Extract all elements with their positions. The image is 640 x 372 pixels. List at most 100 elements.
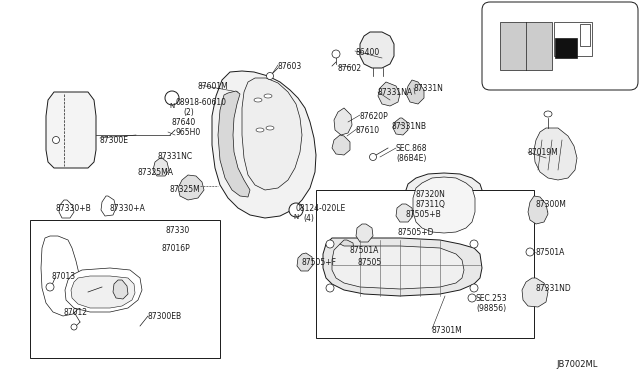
Text: 87325MA: 87325MA: [138, 168, 174, 177]
Circle shape: [46, 283, 54, 291]
Text: SEC.868: SEC.868: [396, 144, 428, 153]
Polygon shape: [356, 224, 373, 242]
Polygon shape: [534, 128, 577, 180]
Text: 87505: 87505: [358, 258, 382, 267]
Circle shape: [470, 284, 478, 292]
Polygon shape: [396, 204, 413, 222]
Text: 965H0: 965H0: [176, 128, 201, 137]
Polygon shape: [178, 175, 204, 200]
Ellipse shape: [544, 111, 552, 117]
Ellipse shape: [264, 94, 272, 98]
Circle shape: [470, 240, 478, 248]
Bar: [30, 220, 220, 358]
Text: (4): (4): [303, 214, 314, 223]
Ellipse shape: [256, 128, 264, 132]
Polygon shape: [393, 118, 408, 135]
Ellipse shape: [266, 126, 274, 130]
Polygon shape: [332, 135, 350, 155]
Circle shape: [326, 284, 334, 292]
Text: (2): (2): [183, 108, 194, 117]
Polygon shape: [323, 238, 482, 296]
Polygon shape: [153, 158, 169, 176]
Text: 87301M: 87301M: [432, 326, 463, 335]
Polygon shape: [113, 280, 128, 299]
Polygon shape: [334, 108, 352, 135]
Polygon shape: [41, 236, 82, 316]
Text: 87505+B: 87505+B: [405, 210, 441, 219]
Bar: [580, 24, 590, 46]
Text: 87640: 87640: [172, 118, 196, 127]
Text: 86400: 86400: [355, 48, 380, 57]
Text: 87330+B: 87330+B: [55, 204, 91, 213]
Text: 87013: 87013: [52, 272, 76, 281]
Bar: [500, 22, 552, 70]
Polygon shape: [332, 244, 464, 289]
Text: JB7002ML: JB7002ML: [557, 360, 598, 369]
Text: 87300M: 87300M: [535, 200, 566, 209]
Text: 87300E: 87300E: [100, 136, 129, 145]
Polygon shape: [65, 268, 142, 312]
Polygon shape: [242, 78, 302, 190]
Text: (98856): (98856): [476, 304, 506, 313]
Text: 87331NC: 87331NC: [158, 152, 193, 161]
Polygon shape: [297, 253, 313, 271]
Text: 87620P: 87620P: [360, 112, 388, 121]
Text: N: N: [293, 214, 298, 220]
Polygon shape: [413, 177, 475, 233]
Polygon shape: [59, 200, 74, 218]
Circle shape: [326, 240, 334, 248]
Circle shape: [289, 203, 303, 217]
Polygon shape: [360, 32, 394, 68]
Polygon shape: [404, 173, 484, 238]
Text: SEC.253: SEC.253: [476, 294, 508, 303]
FancyBboxPatch shape: [482, 2, 638, 90]
Text: 87610: 87610: [355, 126, 379, 135]
Polygon shape: [528, 196, 548, 224]
Text: 87505+F: 87505+F: [302, 258, 337, 267]
Polygon shape: [212, 71, 316, 218]
Polygon shape: [71, 276, 135, 308]
Text: 87602: 87602: [338, 64, 362, 73]
Text: 87603: 87603: [278, 62, 302, 71]
Text: 87505+D: 87505+D: [398, 228, 435, 237]
Circle shape: [332, 50, 340, 58]
Text: 87012: 87012: [64, 308, 88, 317]
Text: 87300EB: 87300EB: [148, 312, 182, 321]
Text: 87331NA: 87331NA: [378, 88, 413, 97]
Text: 87016P: 87016P: [162, 244, 191, 253]
Ellipse shape: [254, 98, 262, 102]
Text: 87501A: 87501A: [535, 248, 564, 257]
Text: 87325M: 87325M: [170, 185, 201, 194]
Polygon shape: [218, 91, 250, 197]
Polygon shape: [46, 92, 96, 168]
Text: 87320N: 87320N: [416, 190, 446, 199]
Text: 08918-60610: 08918-60610: [176, 98, 227, 107]
Polygon shape: [522, 278, 548, 307]
Circle shape: [165, 91, 179, 105]
Text: 87330+A: 87330+A: [110, 204, 146, 213]
Polygon shape: [406, 80, 424, 104]
Circle shape: [52, 137, 60, 144]
Text: N: N: [169, 103, 174, 109]
Polygon shape: [101, 196, 116, 216]
Text: 87501A: 87501A: [350, 246, 380, 255]
Polygon shape: [378, 82, 400, 106]
Circle shape: [266, 73, 273, 80]
Circle shape: [369, 154, 376, 160]
Text: (86B4E): (86B4E): [396, 154, 426, 163]
Text: 87311Q: 87311Q: [416, 200, 446, 209]
Text: 87331NB: 87331NB: [392, 122, 427, 131]
Polygon shape: [339, 240, 354, 257]
Circle shape: [526, 248, 534, 256]
Text: 87330: 87330: [165, 226, 189, 235]
Text: 87601M: 87601M: [198, 82, 228, 91]
Bar: [555, 38, 577, 58]
Text: 87331N: 87331N: [414, 84, 444, 93]
Polygon shape: [353, 254, 370, 272]
Bar: [554, 22, 592, 56]
Circle shape: [71, 324, 77, 330]
Text: 87019M: 87019M: [528, 148, 559, 157]
Text: 87331ND: 87331ND: [535, 284, 571, 293]
Bar: [316, 190, 534, 338]
Text: 08124-020LE: 08124-020LE: [295, 204, 345, 213]
